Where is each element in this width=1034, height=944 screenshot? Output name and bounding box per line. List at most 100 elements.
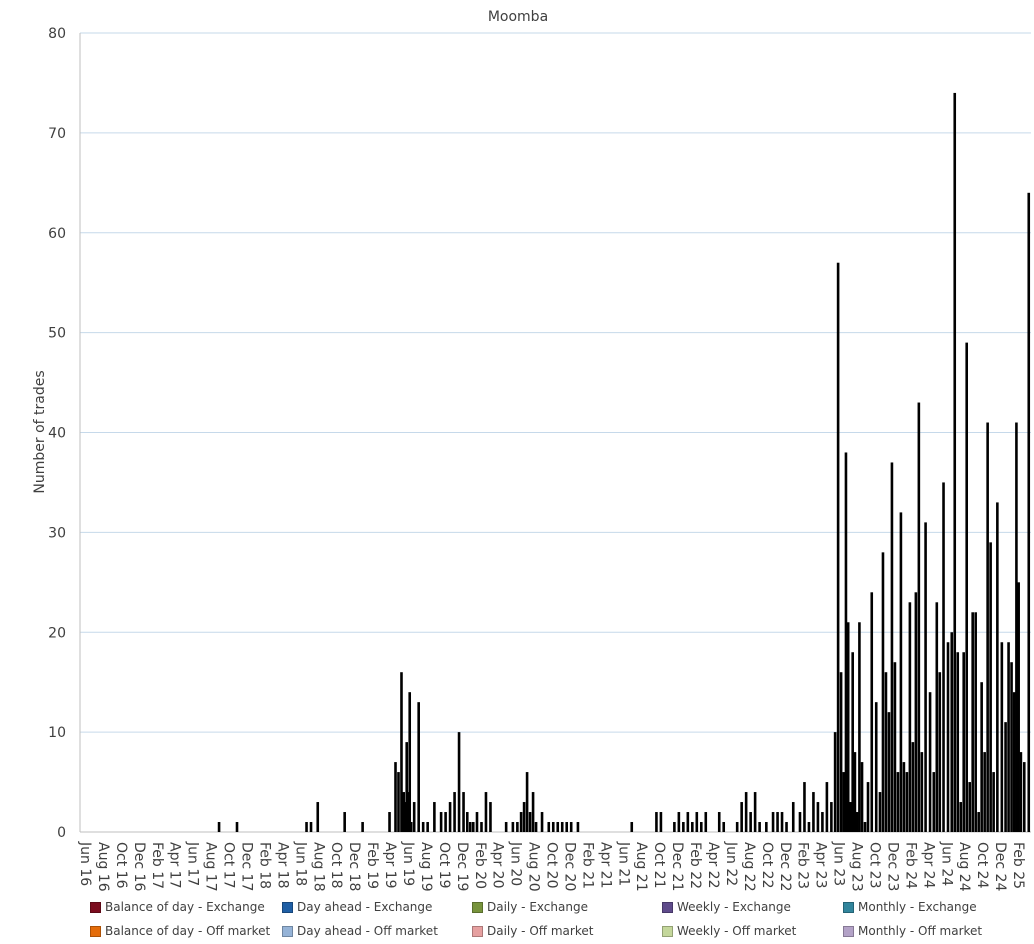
legend-swatch	[843, 901, 854, 913]
x-tick-label: Feb 17	[149, 842, 165, 889]
bar	[986, 422, 989, 832]
legend-swatch	[843, 925, 854, 937]
bar	[992, 772, 995, 832]
x-tick-label: Dec 19	[454, 842, 470, 891]
legend-label: Day ahead - Exchange	[297, 900, 433, 914]
x-tick-label: Jun 16	[77, 841, 93, 886]
x-tick-label: Aug 23	[849, 842, 865, 892]
bar	[528, 812, 532, 832]
bar	[704, 812, 708, 832]
x-tick-label: Feb 21	[579, 842, 595, 889]
bar	[971, 612, 974, 832]
bar	[426, 822, 429, 832]
x-tick-label: Oct 23	[867, 842, 883, 888]
bar	[753, 792, 757, 832]
bar	[1019, 752, 1023, 832]
bar	[1004, 722, 1007, 832]
bar	[421, 822, 425, 832]
bar	[830, 802, 833, 832]
bar	[917, 402, 921, 832]
bar	[887, 712, 891, 832]
bar	[884, 672, 888, 832]
bar	[453, 792, 456, 832]
bar	[343, 812, 346, 832]
bar	[569, 822, 573, 832]
bar	[953, 92, 957, 833]
bar	[525, 772, 529, 832]
bar	[480, 822, 483, 832]
bar	[516, 822, 519, 832]
bar	[962, 652, 966, 832]
bar	[893, 662, 897, 832]
bar	[920, 752, 924, 832]
bar	[791, 802, 795, 832]
chart-title: Moomba	[488, 9, 548, 25]
x-tick-label: Jun 17	[185, 841, 201, 886]
x-tick-label: Feb 20	[472, 842, 488, 889]
bar	[771, 812, 775, 832]
x-tick-label: Apr 21	[597, 842, 613, 888]
bar	[749, 812, 752, 832]
x-tick-label: Dec 21	[669, 842, 685, 891]
bar	[959, 802, 963, 832]
bar	[844, 452, 848, 832]
bar	[448, 802, 452, 832]
x-tick-label: Aug 19	[418, 842, 434, 892]
x-tick-label: Feb 25	[1010, 842, 1026, 889]
x-tick-label: Oct 16	[113, 842, 129, 889]
x-tick-label: Oct 24	[974, 842, 990, 889]
bar	[462, 792, 465, 832]
bar	[699, 822, 703, 832]
x-tick-label: Jun 18	[292, 841, 308, 886]
bar	[1007, 642, 1010, 832]
bar	[870, 592, 874, 832]
bar	[744, 792, 748, 832]
bar	[235, 822, 239, 832]
x-tick-label: Dec 20	[561, 842, 577, 891]
legend-item: Monthly - Exchange	[843, 900, 977, 914]
bar	[439, 812, 443, 832]
x-tick-label: Jun 20	[508, 841, 524, 886]
x-tick-label: Feb 19	[364, 842, 380, 889]
bar	[735, 822, 739, 832]
legend-item: Monthly - Off market	[843, 924, 982, 938]
legend-swatch	[282, 901, 293, 913]
x-tick-label: Jun 22	[723, 841, 739, 886]
x-tick-label: Jun 23	[831, 841, 847, 886]
legend-label: Weekly - Exchange	[677, 900, 791, 914]
x-tick-label: Oct 22	[759, 842, 775, 888]
legend-item: Day ahead - Off market	[282, 924, 438, 938]
x-tick-label: Oct 17	[221, 842, 237, 888]
bar	[902, 762, 906, 832]
bar	[560, 822, 564, 832]
bar	[673, 822, 676, 832]
bar	[935, 602, 939, 832]
x-tick-label: Apr 24	[920, 842, 936, 889]
bar	[403, 802, 407, 832]
y-tick-label: 20	[48, 625, 66, 641]
x-tick-label: Aug 21	[633, 842, 649, 892]
bar	[522, 802, 526, 832]
legend-swatch	[282, 925, 293, 937]
bar	[996, 502, 999, 832]
bar	[556, 822, 560, 832]
bar	[950, 632, 954, 832]
bar	[397, 772, 400, 832]
bar	[405, 742, 409, 832]
bar	[956, 652, 960, 832]
x-tick-label: Feb 24	[902, 842, 918, 889]
bar	[1017, 582, 1020, 832]
x-tick-label: Apr 18	[274, 842, 290, 888]
x-tick-label: Feb 22	[687, 842, 703, 889]
bar	[740, 802, 743, 832]
bar	[316, 802, 320, 832]
legend-swatch	[472, 901, 483, 913]
bar	[465, 812, 469, 832]
bar	[1027, 192, 1031, 833]
bar	[965, 342, 969, 832]
legend-item: Balance of day - Exchange	[90, 900, 265, 914]
bar	[659, 812, 663, 832]
legend-swatch	[662, 901, 673, 913]
bar	[717, 812, 721, 832]
bar	[1022, 762, 1026, 832]
